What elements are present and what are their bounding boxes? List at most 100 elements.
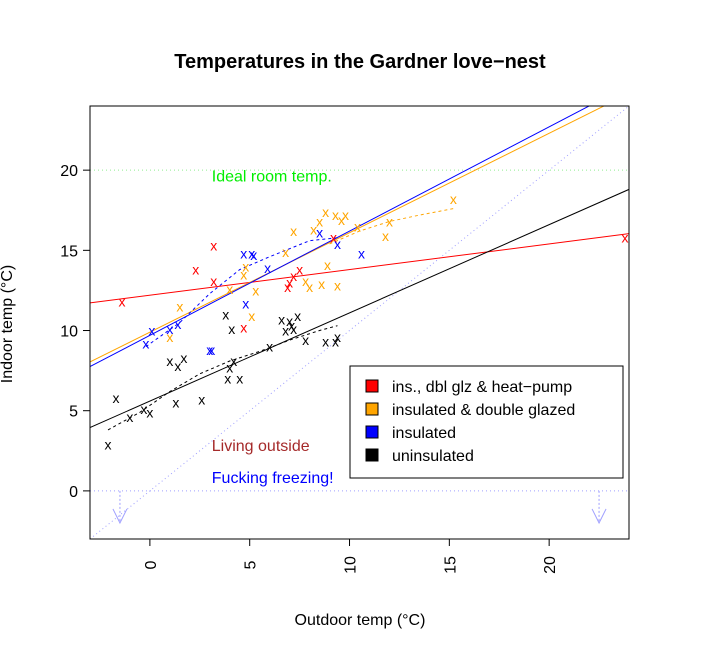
data-point-s1-18: x xyxy=(338,212,345,228)
data-point-s1-15: x xyxy=(324,257,331,273)
data-point-s3-26: x xyxy=(334,329,341,345)
data-point-s3-25: x xyxy=(332,334,339,350)
data-point-s1-14: x xyxy=(322,204,329,220)
data-point-s3-9: x xyxy=(198,391,205,407)
data-point-s3-4: x xyxy=(146,404,153,420)
data-point-s2-3: x xyxy=(174,316,181,332)
data-point-s3-18: x xyxy=(282,323,289,339)
legend-swatch-3 xyxy=(365,448,379,462)
x-tick-label-20: 20 xyxy=(542,556,559,574)
smoother-2 xyxy=(107,325,338,431)
data-point-s3-8: x xyxy=(180,350,187,366)
data-point-s0-4: x xyxy=(240,319,247,335)
chart-title: Temperatures in the Gardner love−nest xyxy=(174,51,546,73)
data-point-s3-16: x xyxy=(266,339,273,355)
data-point-s1-5: x xyxy=(248,308,255,324)
data-point-s3-0: x xyxy=(104,436,111,452)
data-point-s2-6: x xyxy=(240,246,247,262)
data-point-s1-22: x xyxy=(386,213,393,229)
plot-lines xyxy=(90,106,629,539)
data-point-s0-6: x xyxy=(286,274,293,290)
data-point-s0-3: x xyxy=(210,273,217,289)
data-point-s2-5: x xyxy=(208,342,215,358)
data-point-s1-13: x xyxy=(318,276,325,292)
data-point-s2-4: x xyxy=(206,342,213,358)
legend: ins., dbl glz & heat−pump insulated & dou… xyxy=(349,365,624,479)
y-tick-label-0: 0 xyxy=(69,484,78,501)
data-point-s0-5: x xyxy=(284,279,291,295)
data-point-s3-20: x xyxy=(288,318,295,334)
data-point-s1-0: x xyxy=(166,329,173,345)
identity-line xyxy=(90,106,629,539)
data-point-s3-13: x xyxy=(228,321,235,337)
data-point-s0-1: x xyxy=(192,262,199,278)
data-point-s1-19: x xyxy=(342,207,349,223)
data-point-s3-22: x xyxy=(294,308,301,324)
data-point-s2-11: x xyxy=(316,225,323,241)
data-point-s3-10: x xyxy=(222,306,229,322)
data-point-s3-24: x xyxy=(322,334,329,350)
y-axis-label: Indoor temp (°C) xyxy=(0,265,16,383)
y-tick-label-15: 15 xyxy=(60,243,78,260)
legend-swatch-2 xyxy=(365,425,379,439)
data-point-s1-2: x xyxy=(226,281,233,297)
data-point-s1-7: x xyxy=(282,244,289,260)
x-tick-label-15: 15 xyxy=(442,556,459,574)
data-point-s0-0: x xyxy=(118,294,125,310)
data-point-s3-12: x xyxy=(226,359,233,375)
data-point-s2-12: x xyxy=(334,236,341,252)
data-point-s1-21: x xyxy=(382,228,389,244)
freeze-arrow-head-1 xyxy=(591,508,607,525)
x-tick-label-10: 10 xyxy=(343,556,360,574)
annotation-2: Fucking freezing! xyxy=(212,470,334,487)
data-point-s1-20: x xyxy=(354,218,361,234)
data-point-s0-7: x xyxy=(290,268,297,284)
data-point-s2-13: x xyxy=(358,246,365,262)
data-point-s0-10: x xyxy=(622,230,629,246)
data-point-s1-4: x xyxy=(242,258,249,274)
data-point-s3-19: x xyxy=(286,313,293,329)
legend-label-3: uninsulated xyxy=(392,448,474,465)
data-point-s1-8: x xyxy=(290,223,297,239)
data-point-s3-15: x xyxy=(236,371,243,387)
legend-label-2: insulated xyxy=(392,425,456,442)
freeze-arrow-head-0 xyxy=(112,508,128,525)
legend-label-1: insulated & double glazed xyxy=(392,402,575,419)
data-point-s3-1: x xyxy=(112,390,119,406)
fit-line-0 xyxy=(90,233,629,304)
data-point-s0-9: x xyxy=(330,230,337,246)
data-point-s1-1: x xyxy=(176,298,183,314)
data-point-s3-14: x xyxy=(230,353,237,369)
data-point-s2-2: x xyxy=(166,321,173,337)
fit-line-2 xyxy=(90,106,591,368)
data-point-s3-21: x xyxy=(290,321,297,337)
data-point-s3-6: x xyxy=(172,395,179,411)
y-tick-label-20: 20 xyxy=(60,163,78,180)
fit-line-1 xyxy=(90,106,606,363)
data-point-s0-2: x xyxy=(210,238,217,254)
legend-swatch-1 xyxy=(365,402,379,416)
data-point-s1-23: x xyxy=(450,191,457,207)
data-point-s3-23: x xyxy=(302,332,309,348)
data-point-s2-0: x xyxy=(142,335,149,351)
x-tick-label-0: 0 xyxy=(143,560,160,569)
legend-swatch-0 xyxy=(365,379,379,393)
data-point-s3-17: x xyxy=(278,311,285,327)
plot-frame xyxy=(89,105,630,540)
smoother-1 xyxy=(145,237,340,348)
data-point-s3-11: x xyxy=(224,371,231,387)
data-point-s2-7: x xyxy=(242,295,249,311)
legend-label-0: ins., dbl glz & heat−pump xyxy=(392,379,572,396)
data-point-s3-3: x xyxy=(140,401,147,417)
data-point-s1-17: x xyxy=(334,278,341,294)
data-point-s3-2: x xyxy=(126,409,133,425)
data-point-s1-12: x xyxy=(316,213,323,229)
data-point-s2-8: x xyxy=(248,246,255,262)
data-point-s2-10: x xyxy=(264,260,271,276)
data-point-s1-11: x xyxy=(310,221,317,237)
fit-line-3 xyxy=(90,188,629,428)
data-point-s1-9: x xyxy=(302,273,309,289)
data-point-s1-3: x xyxy=(240,266,247,282)
